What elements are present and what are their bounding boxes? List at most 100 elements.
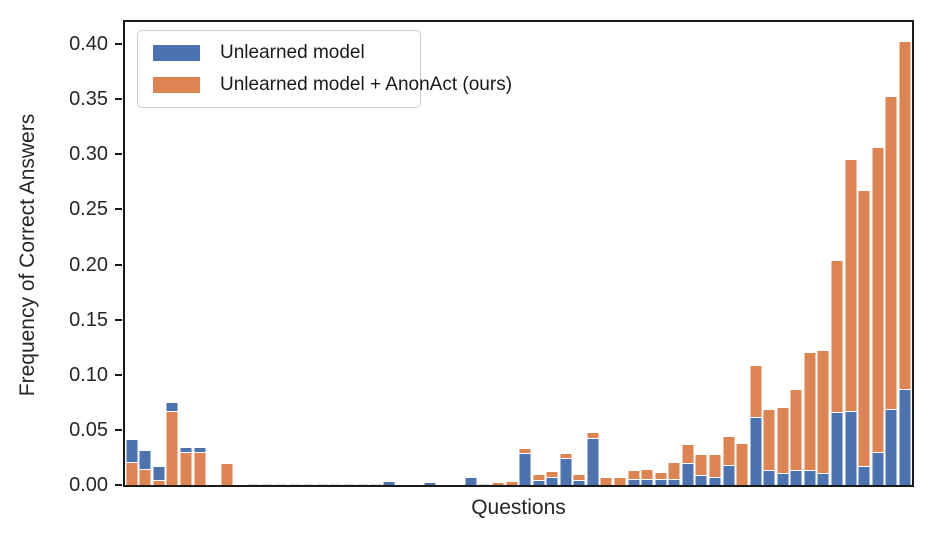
- bar-unlearned: [803, 469, 817, 485]
- y-tick-label: 0.00: [69, 474, 108, 496]
- question-slot: [599, 22, 614, 485]
- bar-unlearned: [722, 465, 736, 485]
- y-tick-label: 0.15: [69, 308, 108, 331]
- question-slot: [545, 22, 559, 485]
- question-slot: [640, 22, 654, 485]
- bar-anonact: [329, 484, 341, 485]
- question-slot: [830, 22, 844, 485]
- question-slot: [247, 22, 261, 485]
- legend-swatch-unlearned: [153, 44, 200, 61]
- bar-unlearned: [572, 479, 586, 485]
- bar-anonact: [884, 95, 898, 485]
- legend: Unlearned model Unlearned model + AnonAc…: [137, 30, 512, 108]
- question-slot: [816, 22, 831, 485]
- legend-label: Unlearned model: [220, 41, 365, 63]
- plot-area: Unlearned model Unlearned model + AnonAc…: [123, 20, 914, 487]
- bar-unlearned: [545, 476, 559, 485]
- y-tick-mark: [115, 98, 122, 101]
- bar-anonact: [844, 158, 858, 485]
- y-tick-mark: [115, 153, 122, 156]
- y-tick-mark: [115, 208, 122, 211]
- bar-anonact: [356, 484, 368, 485]
- bar-unlearned: [627, 478, 641, 485]
- bar-anonact: [138, 468, 152, 485]
- question-slot: [844, 22, 858, 485]
- bar-anonact: [776, 406, 790, 485]
- bar-anonact: [735, 443, 749, 485]
- y-tick-mark: [115, 428, 122, 431]
- y-tick-label: 0.30: [69, 143, 108, 166]
- question-slot: [749, 22, 763, 485]
- bar-unlearned: [749, 416, 763, 485]
- bar-unlearned: [898, 389, 912, 485]
- question-slot: [735, 22, 749, 485]
- question-slot: [667, 22, 682, 485]
- question-slot: [478, 22, 492, 485]
- question-slot: [342, 22, 356, 485]
- question-slot: [125, 22, 139, 485]
- legend-item: Unlearned model: [153, 42, 420, 64]
- question-slot: [423, 22, 437, 485]
- question-slot: [898, 22, 912, 485]
- bar-unlearned: [844, 411, 858, 485]
- question-slot: [681, 22, 695, 485]
- question-slot: [491, 22, 505, 485]
- bar-unlearned: [640, 478, 654, 485]
- bar-anonact: [505, 480, 519, 485]
- y-tick-label: 0.05: [69, 418, 108, 441]
- question-slot: [572, 22, 587, 485]
- question-slot: [301, 22, 315, 485]
- bar-unlearned: [667, 478, 681, 485]
- bar-anonact: [261, 484, 273, 485]
- y-tick-label: 0.35: [69, 88, 108, 111]
- bar-anonact: [816, 349, 830, 485]
- y-tick-mark: [115, 484, 122, 486]
- bar-unlearned: [382, 480, 396, 485]
- question-slot: [559, 22, 573, 485]
- bar-anonact: [179, 452, 193, 485]
- y-tick-label: 0.20: [69, 253, 108, 276]
- question-slot: [518, 22, 532, 485]
- bar-anonact: [871, 146, 885, 485]
- question-slot: [776, 22, 790, 485]
- question-slot: [789, 22, 804, 485]
- y-tick-label: 0.40: [69, 33, 108, 56]
- bar-anonact: [803, 351, 817, 485]
- bar-anonact: [316, 484, 328, 485]
- question-slot: [138, 22, 153, 485]
- bar-unlearned: [708, 477, 722, 485]
- bar-unlearned: [586, 437, 600, 485]
- bars-container: [125, 22, 912, 485]
- bar-anonact: [532, 474, 546, 485]
- question-slot: [694, 22, 709, 485]
- question-slot: [884, 22, 899, 485]
- question-slot: [857, 22, 871, 485]
- bar-unlearned: [776, 472, 790, 485]
- question-slot: [274, 22, 288, 485]
- bar-unlearned: [681, 463, 695, 485]
- x-axis-label: Questions: [471, 496, 566, 519]
- question-slot: [152, 22, 166, 485]
- bar-anonact: [220, 463, 234, 485]
- y-tick-mark: [115, 263, 122, 266]
- bar-unlearned: [871, 452, 885, 485]
- bar-unlearned: [816, 472, 830, 485]
- question-slot: [803, 22, 817, 485]
- bar-unlearned: [464, 477, 478, 485]
- question-slot: [532, 22, 546, 485]
- bar-anonact: [193, 452, 207, 485]
- bar-anonact: [762, 409, 776, 485]
- bar-anonact: [165, 411, 179, 485]
- y-tick-label: 0.10: [69, 363, 108, 386]
- question-slot: [586, 22, 600, 485]
- bar-anonact: [857, 189, 871, 485]
- bar-anonact: [491, 481, 505, 485]
- bar-unlearned: [694, 475, 708, 485]
- bar-unlearned: [532, 479, 546, 485]
- bar-unlearned: [857, 466, 871, 485]
- bar-anonact: [248, 484, 260, 485]
- bar-anonact: [125, 461, 139, 485]
- bar-unlearned: [559, 457, 573, 485]
- question-slot: [382, 22, 397, 485]
